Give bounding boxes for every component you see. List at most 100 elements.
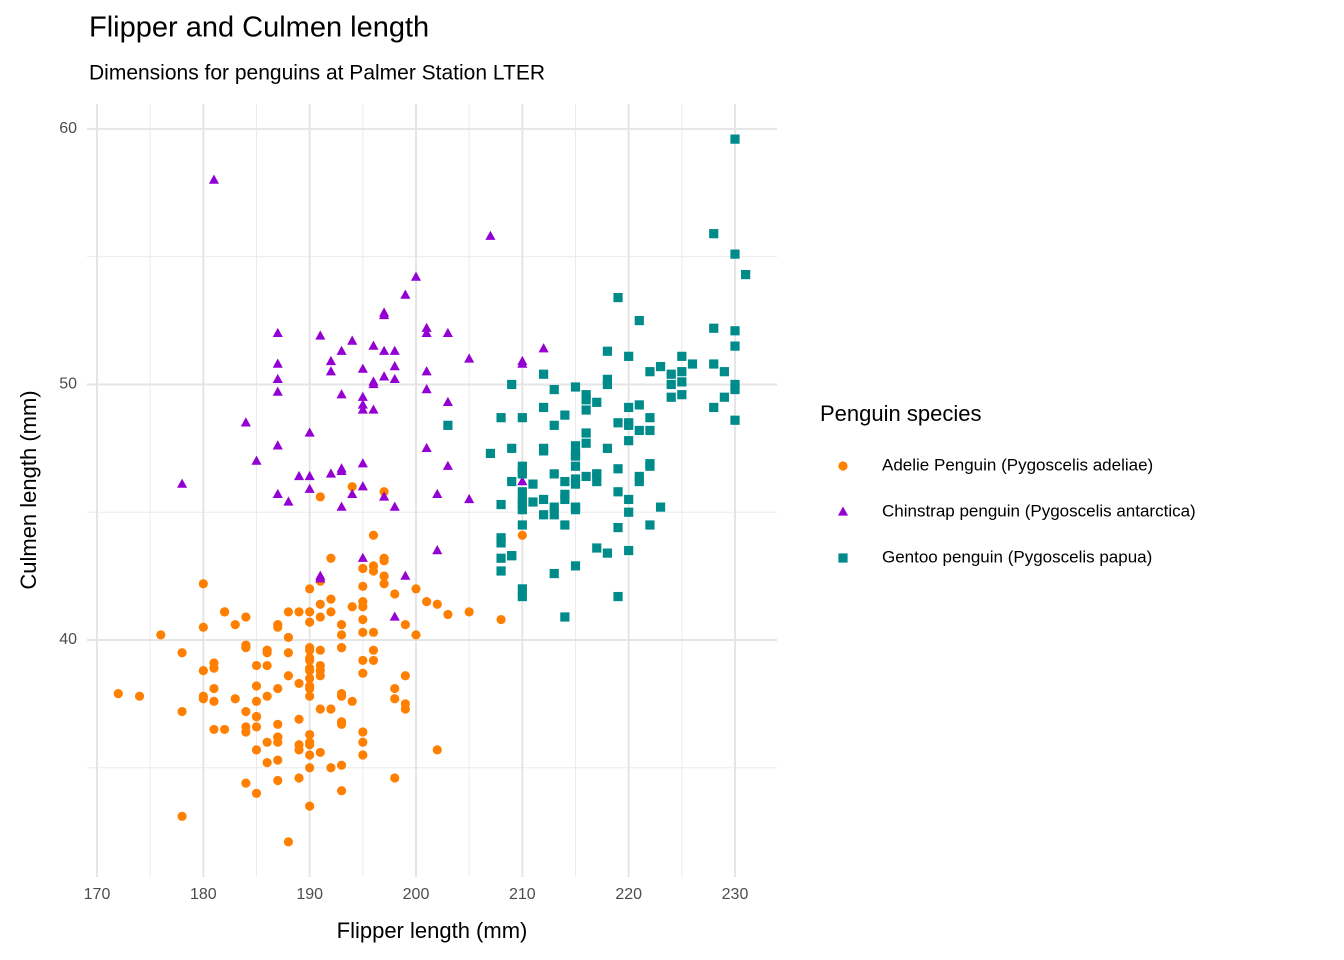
point bbox=[315, 330, 326, 340]
point bbox=[325, 355, 336, 366]
legend-marker bbox=[838, 461, 848, 471]
point bbox=[421, 366, 432, 376]
point bbox=[251, 681, 262, 691]
point bbox=[113, 689, 123, 699]
point bbox=[358, 627, 368, 637]
point bbox=[549, 510, 559, 520]
point bbox=[517, 505, 527, 515]
point bbox=[645, 425, 655, 436]
point bbox=[315, 645, 325, 655]
point bbox=[358, 614, 368, 625]
point bbox=[496, 553, 506, 563]
point bbox=[613, 487, 623, 497]
point bbox=[294, 773, 304, 783]
point bbox=[305, 607, 315, 617]
legend-label: Chinstrap penguin (Pygoscelis antarctica… bbox=[882, 501, 1196, 520]
point bbox=[602, 443, 612, 453]
point bbox=[177, 478, 188, 488]
point bbox=[358, 727, 368, 737]
point bbox=[209, 696, 219, 706]
point bbox=[294, 714, 304, 724]
point bbox=[347, 696, 357, 706]
point bbox=[294, 607, 304, 617]
point bbox=[421, 327, 432, 338]
point bbox=[389, 373, 400, 384]
point bbox=[581, 438, 591, 448]
point bbox=[336, 786, 347, 796]
point bbox=[177, 811, 187, 821]
point bbox=[709, 229, 719, 239]
point bbox=[304, 483, 315, 493]
point bbox=[198, 622, 208, 632]
point bbox=[390, 683, 400, 694]
point bbox=[496, 533, 506, 543]
point bbox=[528, 479, 538, 489]
point bbox=[305, 617, 315, 627]
point bbox=[709, 402, 719, 413]
point bbox=[305, 691, 315, 701]
point bbox=[390, 589, 400, 599]
point bbox=[283, 671, 294, 681]
point bbox=[624, 494, 634, 505]
point bbox=[368, 645, 379, 655]
point bbox=[389, 611, 400, 621]
point bbox=[357, 481, 368, 491]
point bbox=[517, 494, 527, 505]
point bbox=[549, 469, 559, 479]
point bbox=[496, 499, 506, 510]
point bbox=[549, 502, 559, 512]
point bbox=[209, 724, 219, 735]
point bbox=[602, 346, 612, 356]
point bbox=[634, 476, 644, 487]
point bbox=[613, 591, 623, 602]
point bbox=[517, 520, 527, 530]
point bbox=[421, 384, 432, 394]
point bbox=[507, 551, 517, 561]
point bbox=[241, 778, 251, 788]
point bbox=[315, 599, 325, 609]
point bbox=[283, 837, 294, 847]
point bbox=[411, 584, 421, 594]
point bbox=[347, 488, 358, 499]
point bbox=[390, 694, 400, 704]
point bbox=[357, 363, 368, 373]
point bbox=[560, 410, 570, 420]
point bbox=[262, 758, 272, 768]
y-tick-label: 40 bbox=[59, 631, 77, 648]
point bbox=[592, 469, 602, 479]
point bbox=[443, 609, 453, 620]
y-tick-label: 50 bbox=[59, 376, 77, 393]
point bbox=[294, 745, 304, 755]
point bbox=[273, 683, 283, 694]
point bbox=[134, 691, 145, 701]
point bbox=[347, 482, 357, 492]
point bbox=[241, 612, 251, 622]
point bbox=[538, 494, 549, 505]
point bbox=[358, 581, 368, 591]
point bbox=[581, 428, 591, 438]
point bbox=[634, 400, 644, 410]
point bbox=[389, 501, 400, 511]
point bbox=[273, 775, 283, 786]
point bbox=[634, 315, 644, 326]
point bbox=[273, 755, 283, 765]
point bbox=[719, 392, 729, 402]
point bbox=[368, 530, 379, 540]
point bbox=[655, 361, 666, 372]
point bbox=[305, 740, 315, 750]
point bbox=[517, 466, 527, 476]
point bbox=[485, 448, 496, 459]
point bbox=[209, 683, 219, 694]
point bbox=[230, 694, 240, 704]
point bbox=[283, 648, 294, 658]
point bbox=[677, 367, 687, 377]
point bbox=[325, 468, 336, 478]
point bbox=[357, 404, 368, 414]
point bbox=[624, 418, 634, 428]
point bbox=[379, 571, 389, 581]
point bbox=[272, 488, 283, 499]
point bbox=[570, 479, 581, 489]
point bbox=[379, 579, 389, 589]
point bbox=[368, 404, 379, 414]
point bbox=[602, 374, 612, 384]
